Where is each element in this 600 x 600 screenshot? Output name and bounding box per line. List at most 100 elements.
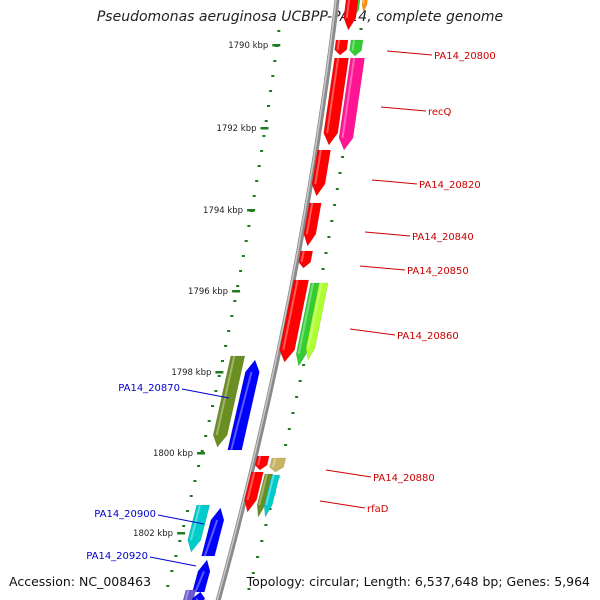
gene-label-right: PA14_20820	[419, 180, 481, 191]
gene-red-20860-left-sheen	[282, 279, 299, 351]
gene-label-right: PA14_20850	[407, 266, 469, 277]
gene-label-right: PA14_20800	[434, 51, 496, 62]
gene-purple-bottom-sheen	[184, 589, 190, 600]
scale-dot	[186, 510, 189, 512]
scale-dot	[207, 420, 211, 422]
map-title: Pseudomonas aeruginosa UCBPP-PA14, compl…	[96, 9, 504, 25]
gene-olive-rfad-sheen	[258, 473, 268, 506]
gene-leader-right	[349, 328, 396, 336]
gene-blue-20900-sheen	[203, 519, 219, 557]
scale-dot	[193, 480, 197, 482]
right-ruler-dot	[251, 572, 255, 574]
gene-leader-right	[380, 106, 427, 112]
scale-dot	[262, 135, 266, 137]
scale-dot	[211, 405, 215, 407]
gene-rfad	[263, 474, 281, 518]
major-tick	[215, 371, 224, 374]
gene-green-20860-sheen	[297, 282, 315, 355]
scale-dot	[217, 375, 221, 377]
right-ruler-dot	[291, 412, 295, 414]
gene-leader-right	[371, 179, 418, 185]
gene-leader-right	[325, 469, 372, 478]
gene-label-left: PA14_20920	[86, 551, 148, 562]
scale-dot	[273, 60, 277, 62]
right-ruler-dot	[302, 364, 306, 366]
scale-dot	[178, 540, 182, 542]
tick-label: 1792 kbp	[216, 124, 256, 134]
gene-pa14-20920-sheen	[194, 570, 205, 593]
scale-dot	[255, 180, 259, 182]
scale-dot	[264, 120, 268, 122]
scale-dot	[189, 495, 193, 497]
right-ruler-dot	[264, 524, 268, 526]
accession-text: Accession: NC_008463	[9, 574, 152, 589]
scale-dot	[260, 150, 264, 152]
gene-olive-20870	[212, 355, 246, 448]
scale-dot	[204, 435, 208, 437]
gene-pa14-20850	[298, 250, 314, 269]
gene-leader-right	[359, 265, 406, 271]
gene-green-20860	[295, 282, 321, 367]
tick-label: 1800 kbp	[153, 449, 193, 459]
scale-dot	[170, 570, 174, 572]
scale-dot	[244, 240, 248, 242]
scale-dot	[236, 285, 240, 287]
gene-leader-left	[149, 556, 197, 567]
gene-purple-bottom	[182, 589, 197, 600]
gene-red-recq-left	[323, 57, 349, 146]
gene-red-top-sheen	[345, 0, 350, 19]
gene-leader-left	[157, 514, 205, 525]
scale-dot	[200, 450, 204, 452]
right-ruler-dot	[338, 172, 342, 174]
scale-dot	[230, 315, 234, 317]
scale-dot	[214, 390, 218, 392]
gene-pa14-20900	[187, 504, 211, 553]
gene-pa14-20860-sheen	[307, 282, 323, 349]
scale-dot	[224, 345, 228, 347]
gene-red-small	[334, 39, 349, 56]
tick-label: 1794 kbp	[203, 206, 243, 216]
gene-pa14-20860	[305, 282, 329, 361]
right-ruler-dot	[333, 204, 337, 206]
gene-label-right: recQ	[428, 107, 452, 118]
major-tick	[247, 209, 256, 212]
gene-pa14-20840-sheen	[305, 202, 314, 235]
gene-orange-top-sheen	[362, 0, 365, 5]
right-ruler-dot	[327, 236, 331, 238]
gene-leader-right	[364, 231, 411, 237]
scale-dot	[267, 105, 270, 107]
right-ruler-dot	[287, 428, 291, 430]
gene-pa14-20820-sheen	[314, 149, 322, 185]
gene-olive-20870-sheen	[215, 355, 236, 436]
gene-green-2	[349, 39, 364, 57]
scale-dot	[271, 75, 275, 77]
gene-pa14-20880	[254, 455, 270, 471]
gene-label-left: PA14_20870	[118, 383, 180, 394]
gene-khaki	[269, 457, 287, 473]
right-ruler-dot	[321, 268, 325, 270]
gene-pa14-20920	[192, 559, 211, 593]
tick-label: 1802 kbp	[133, 529, 173, 539]
scale-dot	[241, 255, 245, 257]
gene-blue-20900	[201, 507, 225, 557]
gene-red-top	[343, 0, 359, 31]
tick-label: 1798 kbp	[171, 368, 211, 378]
gene-orange-top	[361, 0, 368, 13]
gene-leader-left	[181, 388, 230, 399]
right-ruler-dot	[247, 588, 251, 590]
gene-pa14-20870	[227, 359, 260, 451]
gene-recq	[338, 57, 365, 151]
summary-text: Topology: circular; Length: 6,537,648 bp…	[246, 574, 590, 589]
gene-recq-sheen	[341, 57, 356, 139]
tick-label: 1796 kbp	[188, 287, 228, 297]
major-tick	[232, 290, 241, 293]
right-ruler-dot	[324, 252, 328, 254]
gene-label-right: PA14_20880	[373, 473, 435, 484]
scale-dot	[239, 270, 243, 272]
gene-khaki-sheen	[272, 457, 277, 468]
gene-leader-right	[319, 500, 366, 509]
gene-red-rfad-left-sheen	[246, 471, 256, 501]
right-ruler-dot	[335, 188, 339, 190]
